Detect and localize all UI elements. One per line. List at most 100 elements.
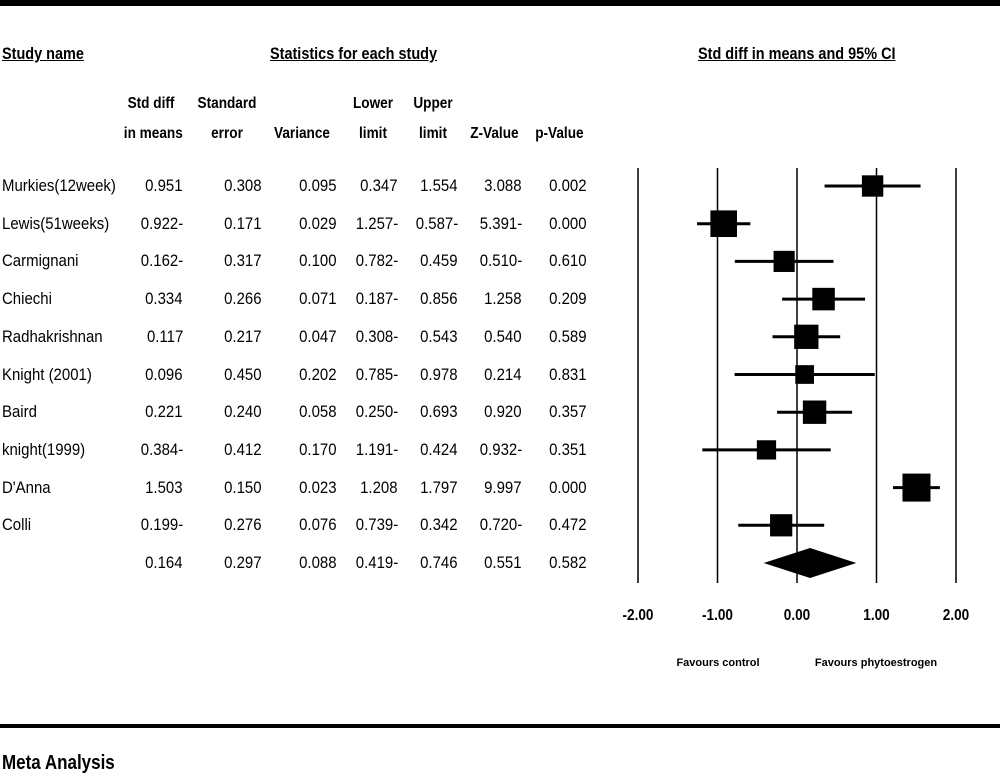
table-cell: 0.342 <box>420 515 458 535</box>
table-cell: 1.208 <box>360 477 398 497</box>
effect-marker <box>802 400 827 424</box>
study-name-cell: Chiechi <box>2 289 52 309</box>
table-cell: 1.191- <box>355 439 398 459</box>
table-cell: 1.258 <box>484 289 522 309</box>
effect-marker <box>773 250 795 272</box>
effect-marker <box>861 175 884 197</box>
table-cell: 0.076 <box>299 515 337 535</box>
table-cell: 1.257- <box>355 213 398 233</box>
effect-marker <box>812 287 835 311</box>
column-header-5-line2: limit <box>419 125 447 142</box>
table-cell: 0.922- <box>140 213 183 233</box>
study-name-cell: Knight (2001) <box>2 364 92 384</box>
table-cell: 0.029 <box>299 213 337 233</box>
column-header-6-line2: Z-Value <box>470 125 519 142</box>
table-cell: 1.503 <box>145 477 183 497</box>
favours-phytoestrogen-label: Favours phytoestrogen <box>815 657 938 669</box>
table-cell: 0.187- <box>355 289 398 309</box>
effect-marker <box>710 210 738 238</box>
table-cell: 0.308 <box>224 176 262 195</box>
table-cell: 0.347 <box>360 176 398 195</box>
table-cell: 0.450 <box>224 364 262 384</box>
table-cell: 0.150 <box>224 477 262 497</box>
table-cell: 0.095 <box>299 176 337 195</box>
study-name-cell: Colli <box>2 515 32 535</box>
table-cell: 0.217 <box>224 326 262 346</box>
table-cell: 0.582 <box>549 553 587 572</box>
x-tick-label: -2.00 <box>623 607 654 624</box>
table-row: Lewis(51weeks) 0.922- 0.171 0.029 1.257- 0.58… <box>0 210 620 238</box>
table-cell: 0.587- <box>415 213 458 233</box>
table-cell: 0.202 <box>299 364 337 384</box>
table-cell: 0.424 <box>420 439 458 459</box>
table-cell: 0.023 <box>299 477 337 497</box>
footer-title: Meta Analysis <box>2 752 115 774</box>
table-row: Knight (2001) 0.096 0.450 0.202 0.785- 0.978 0… <box>0 361 620 389</box>
x-tick-label: 1.00 <box>863 607 889 624</box>
table-cell: 0.214 <box>484 364 522 384</box>
table-cell: 0.058 <box>299 402 337 422</box>
table-cell: 0.308- <box>355 326 398 346</box>
table-cell: 0.162- <box>140 251 183 271</box>
table-cell: 0.171 <box>224 213 262 233</box>
table-cell: 0.297 <box>224 553 262 572</box>
table-cell: 0.785- <box>355 364 398 384</box>
table-cell: 0.384- <box>140 439 183 459</box>
bottom-rule <box>0 724 1000 728</box>
x-tick-label: 2.00 <box>943 607 969 624</box>
study-name-cell: Lewis(51weeks) <box>2 213 110 233</box>
table-cell: 0.000 <box>549 213 587 233</box>
table-cell: 0.000 <box>549 477 587 497</box>
column-header-2-line1: Standard <box>197 95 257 112</box>
table-row: knight(1999) 0.384- 0.412 0.170 1.191- 0.424 0… <box>0 436 620 464</box>
effect-marker <box>756 440 777 460</box>
effect-marker <box>794 324 819 349</box>
table-cell: 0.071 <box>299 289 337 309</box>
table-row: D'Anna 1.503 0.150 0.023 1.208 1.797 9.997 0.00… <box>0 474 620 502</box>
effect-marker <box>770 514 793 537</box>
study-name-cell: Carmignani <box>2 251 79 271</box>
column-header-1-line2: in means <box>123 125 183 142</box>
study-name-cell: Radhakrishnan <box>2 326 103 346</box>
plot-title: Std diff in means and 95% CI <box>698 44 896 63</box>
table-cell: 0.002 <box>549 176 587 195</box>
table-cell: 0.209 <box>549 289 587 309</box>
x-tick-label: 0.00 <box>784 607 810 624</box>
table-cell: 1.797 <box>420 477 458 497</box>
table-cell: 1.554 <box>420 176 458 195</box>
table-cell: 5.391- <box>479 213 522 233</box>
table-cell: 0.317 <box>224 251 262 271</box>
summary-row: 0.164 0.297 0.088 0.419- 0.746 0.551 0.582 <box>0 549 620 577</box>
x-tick-label: -1.00 <box>702 607 733 624</box>
table-cell: 0.459 <box>420 251 458 271</box>
table-cell: 0.920 <box>484 402 522 422</box>
column-header-2-line2: error <box>211 125 243 142</box>
table-cell: 0.782- <box>355 251 398 271</box>
top-rule <box>0 0 1000 6</box>
table-cell: 9.997 <box>484 477 522 497</box>
column-header-4-line1: Lower <box>352 95 394 112</box>
table-cell: 0.610 <box>549 251 587 271</box>
effect-marker <box>902 473 931 502</box>
table-cell: 0.250- <box>355 402 398 422</box>
table-cell: 0.276 <box>224 515 262 535</box>
statistics-header: Statistics for each study <box>270 44 438 63</box>
table-cell: 0.856 <box>420 289 458 309</box>
table-cell: 0.472 <box>549 515 587 535</box>
table-cell: 0.088 <box>299 553 337 572</box>
study-name-header: Study name <box>2 44 84 63</box>
table-cell: 0.540 <box>484 326 522 346</box>
table-cell: 0.720- <box>479 515 522 535</box>
table-cell: 0.951 <box>145 176 183 195</box>
table-cell: 0.096 <box>145 364 183 384</box>
table-cell: 0.047 <box>299 326 337 346</box>
table-cell: 0.117 <box>146 326 183 346</box>
table-cell: 0.551 <box>484 553 522 572</box>
favours-control-label: Favours control <box>676 657 759 669</box>
table-row: Chiechi 0.334 0.266 0.071 0.187- 0.856 1.258 0.… <box>0 285 620 313</box>
table-cell: 0.357 <box>549 402 587 422</box>
table-cell: 0.266 <box>224 289 262 309</box>
study-name-cell: knight(1999) <box>2 439 86 459</box>
table-cell: 0.543 <box>420 326 458 346</box>
table-cell: 0.510- <box>479 251 522 271</box>
